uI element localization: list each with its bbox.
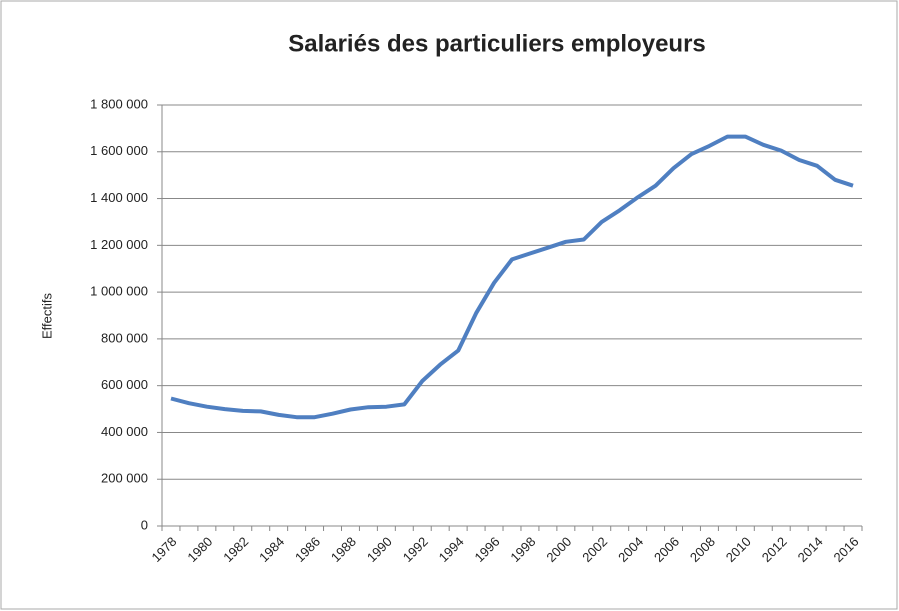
y-tick-label: 200 000 bbox=[101, 471, 148, 486]
y-tick-label: 1 600 000 bbox=[90, 143, 148, 158]
y-tick-label: 800 000 bbox=[101, 330, 148, 345]
y-tick-label: 0 bbox=[141, 517, 148, 532]
y-tick-label: 1 000 000 bbox=[90, 284, 148, 299]
y-tick-label: 1 400 000 bbox=[90, 190, 148, 205]
y-axis-label: Effectifs bbox=[39, 293, 54, 340]
y-tick-label: 600 000 bbox=[101, 377, 148, 392]
data-line bbox=[170, 134, 854, 420]
chart-title: Salariés des particuliers employeurs bbox=[288, 30, 706, 57]
y-tick-label: 1 800 000 bbox=[90, 96, 148, 111]
y-tick-label: 400 000 bbox=[101, 424, 148, 439]
y-tick-label: 1 200 000 bbox=[90, 237, 148, 252]
